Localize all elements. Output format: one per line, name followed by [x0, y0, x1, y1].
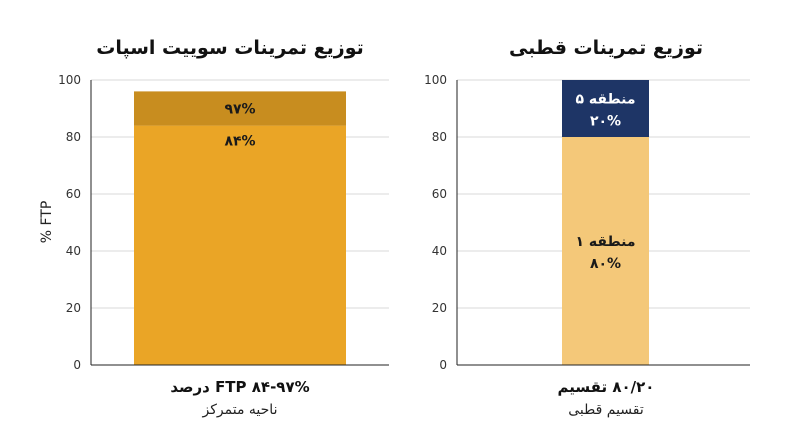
sweet-spot-title: توزیع تمرینات سوییت اسپات: [96, 37, 364, 59]
sweet-spot-caption: FTP ۸۴-۹۷% درصد: [170, 378, 309, 396]
polarized-chart: توزیع تمرینات قطبی 0 20 40 60 80 100 منطقه ۱ ۸…: [424, 37, 750, 418]
polarized-caption: ۸۰/۲۰ تقسیم: [558, 378, 655, 396]
bar-label: ۸۴%: [224, 134, 255, 150]
y-tick-label: 20: [66, 301, 81, 315]
y-tick-label: 60: [66, 187, 81, 201]
bar-label: منطقه ۱: [575, 234, 635, 250]
polarized-title: توزیع تمرینات قطبی: [509, 37, 703, 59]
bar-sublabel: ۲۰%: [590, 114, 621, 130]
bar-label: منطقه ۵: [575, 92, 635, 108]
y-tick-label: 100: [58, 73, 81, 87]
y-tick-label: 80: [66, 130, 81, 144]
polarized-subcaption: تقسیم قطبی: [568, 402, 644, 418]
sweet-spot-chart: توزیع تمرینات سوییت اسپات 0 20 40 60 80 100 ۸…: [39, 37, 389, 418]
sweet-spot-y-label: % FTP: [39, 201, 55, 244]
sweet-spot-subcaption: ناحیه متمرکز: [202, 402, 278, 418]
y-tick-label: 100: [424, 73, 447, 87]
polarized-bars: منطقه ۱ ۸۰% منطقه ۵ ۲۰%: [562, 80, 649, 365]
y-tick-label: 40: [432, 244, 447, 258]
polarized-y-ticks: 0 20 40 60 80 100: [424, 73, 447, 372]
y-tick-label: 20: [432, 301, 447, 315]
bar-segment: [562, 80, 649, 137]
bar-segment: [134, 125, 346, 365]
y-tick-label: 40: [66, 244, 81, 258]
bar-segment: [562, 137, 649, 365]
y-tick-label: 80: [432, 130, 447, 144]
y-tick-label: 0: [73, 358, 81, 372]
bar-sublabel: ۸۰%: [590, 256, 621, 272]
sweet-spot-y-ticks: 0 20 40 60 80 100: [58, 73, 81, 372]
y-tick-label: 60: [432, 187, 447, 201]
y-tick-label: 0: [439, 358, 447, 372]
bar-label: ۹۷%: [224, 102, 255, 118]
sweet-spot-bars: ۸۴% ۹۷%: [134, 91, 346, 365]
bar-segment: [134, 91, 346, 126]
